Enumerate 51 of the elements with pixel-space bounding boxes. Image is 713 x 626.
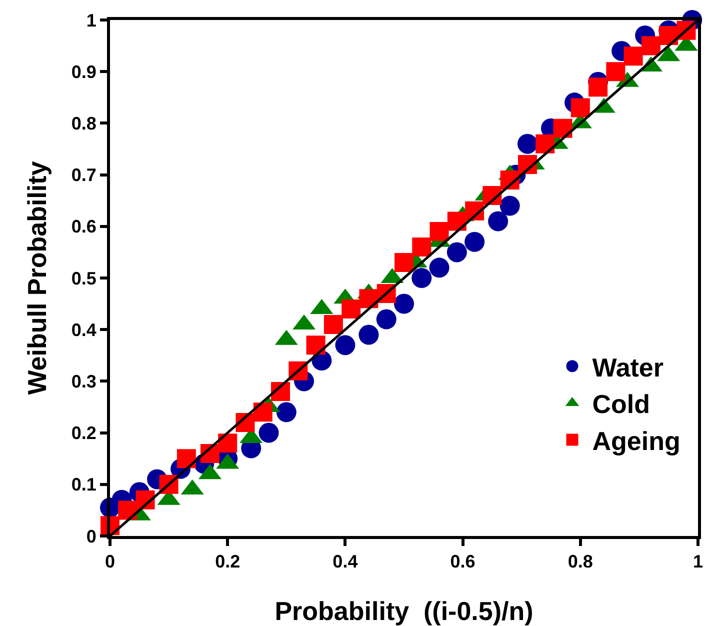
x-tick-label: 0 (104, 552, 116, 572)
point (553, 118, 572, 138)
x-tick-label: 1 (692, 552, 704, 572)
point (258, 422, 279, 443)
point (430, 222, 449, 242)
y-tick-label: 0.6 (71, 216, 96, 237)
point (324, 314, 343, 334)
x-tick-label: 0.4 (332, 552, 358, 572)
point (446, 242, 467, 262)
point (641, 36, 660, 56)
point (488, 211, 508, 232)
point (500, 196, 520, 216)
point (517, 134, 538, 154)
x-tick-label: 0.2 (215, 552, 240, 572)
legend-label: Cold (592, 389, 650, 420)
point (570, 98, 590, 118)
point (624, 46, 643, 66)
y-tick-label: 0.7 (71, 165, 96, 186)
y-tick-label: 0.3 (71, 372, 96, 392)
y-tick-label: 0.2 (71, 423, 96, 444)
y-tick-label: 0.8 (71, 114, 96, 134)
point (276, 402, 296, 422)
x-axis-title: Probability ((i-0.5)/n) (274, 596, 534, 626)
y-tick-label: 0.1 (71, 474, 96, 495)
legend-label: Water (592, 352, 664, 382)
point (394, 253, 414, 272)
point (536, 134, 555, 154)
point (464, 232, 485, 252)
point (342, 299, 361, 318)
y-tick-label: 0 (86, 526, 96, 546)
y-tick-label: 1 (86, 10, 96, 30)
x-tick-label: 0.8 (568, 552, 593, 572)
point (376, 309, 396, 330)
x-tick-label: 0.6 (450, 552, 476, 572)
legend-label: Ageing (592, 426, 680, 456)
point (335, 335, 356, 356)
point (412, 238, 432, 257)
y-tick-label: 0.9 (71, 62, 96, 82)
point (218, 434, 238, 453)
y-tick-label: 0.4 (71, 320, 96, 340)
point (358, 324, 379, 345)
y-axis-title: Weibull Probability (22, 160, 52, 395)
point (588, 78, 608, 97)
point (176, 449, 196, 468)
point (253, 402, 272, 422)
point (606, 62, 626, 82)
point (394, 294, 414, 314)
point (412, 268, 432, 288)
y-tick-label: 0.5 (71, 268, 96, 288)
point (429, 258, 450, 278)
point (306, 336, 326, 355)
